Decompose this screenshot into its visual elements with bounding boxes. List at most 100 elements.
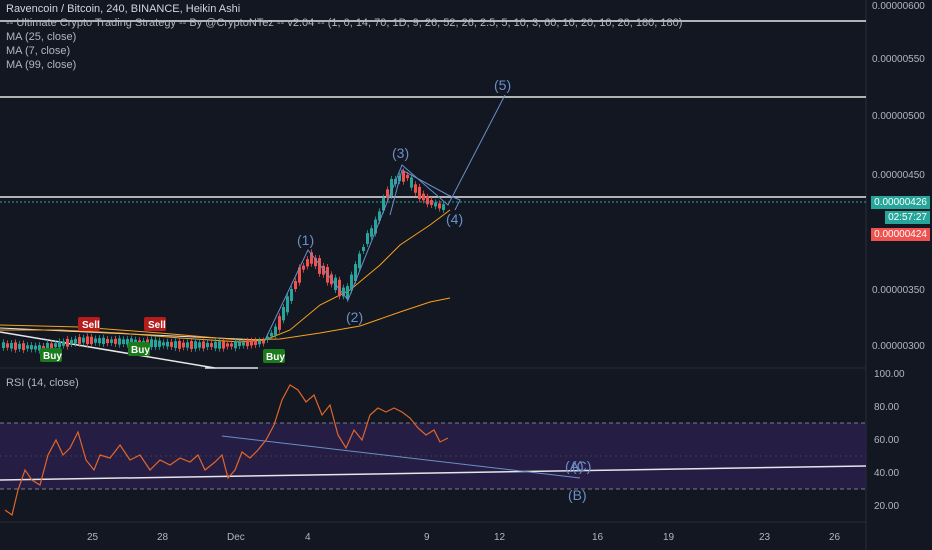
candle-body xyxy=(434,202,437,207)
candle-body xyxy=(202,341,205,349)
candlestick-series xyxy=(2,168,445,354)
ma-7-label[interactable]: MA (7, close) xyxy=(6,45,71,57)
candle-body xyxy=(270,332,273,337)
candle-body xyxy=(218,341,221,349)
candle-body xyxy=(74,338,77,344)
rsi-axis-label: 40.00 xyxy=(874,468,899,479)
candle-body xyxy=(66,338,69,347)
time-axis-label: 23 xyxy=(759,532,771,543)
rsi-label[interactable]: RSI (14, close) xyxy=(6,377,79,389)
candle-body xyxy=(178,340,181,349)
symbol-title[interactable]: Ravencoin / Bitcoin, 240, BINANCE, Heiki… xyxy=(6,3,241,15)
candle-body xyxy=(254,340,257,345)
current-price-tag: 0.00000426 xyxy=(871,196,930,209)
candle-body xyxy=(94,338,97,343)
candle-body xyxy=(114,338,117,344)
candle-body xyxy=(102,337,105,345)
candle-body xyxy=(150,339,153,348)
candle-body xyxy=(30,345,33,350)
rsi-axis-label: 60.00 xyxy=(874,435,899,446)
candle-body xyxy=(426,196,429,205)
time-axis-label: 19 xyxy=(663,532,675,543)
price-axis-label: 0.00000600 xyxy=(872,1,925,12)
candle-body xyxy=(234,341,237,349)
candle-body xyxy=(246,340,249,347)
candle-body xyxy=(98,338,101,344)
candle-body xyxy=(278,316,281,330)
svg-text:Buy: Buy xyxy=(43,351,62,362)
candle-body xyxy=(110,339,113,343)
elliott-wave-channel[interactable] xyxy=(389,169,461,216)
candle-body xyxy=(18,343,21,349)
candle-body xyxy=(274,326,277,336)
candle-body xyxy=(406,174,409,179)
ma-line-99 xyxy=(0,297,451,341)
sell-signal-2: Sell xyxy=(144,317,166,331)
candle-body xyxy=(250,340,253,346)
candle-body xyxy=(82,337,85,343)
elliott-wave-path[interactable] xyxy=(264,94,506,341)
strategy-indicator-label[interactable]: -- Ultimate Crypto Trading Strategy -- B… xyxy=(6,17,683,29)
price-axis-label: 0.00000500 xyxy=(872,111,925,122)
candle-body xyxy=(70,339,73,345)
ma-25-label[interactable]: MA (25, close) xyxy=(6,31,77,43)
time-axis-label: 9 xyxy=(424,532,430,543)
candle-body xyxy=(38,345,41,351)
candle-body xyxy=(78,336,81,344)
price-axis-label: 0.00000350 xyxy=(872,285,925,296)
candle-body xyxy=(214,341,217,349)
svg-text:Buy: Buy xyxy=(131,345,150,356)
candle-body xyxy=(298,267,301,283)
candle-body xyxy=(50,343,53,349)
rsi-axis-label: 20.00 xyxy=(874,501,899,512)
candle-body xyxy=(194,341,197,349)
candle-body xyxy=(290,289,293,301)
candle-body xyxy=(262,340,265,344)
candle-body xyxy=(206,342,209,348)
candle-body xyxy=(310,252,313,264)
time-axis-label: Dec xyxy=(227,532,245,543)
candle-body xyxy=(230,343,233,347)
chart-legend: Ravencoin / Bitcoin, 240, BINANCE, Heiki… xyxy=(6,2,682,72)
buy-signal-3: Buy xyxy=(263,349,285,363)
candle-body xyxy=(166,341,169,347)
ma-99-label[interactable]: MA (99, close) xyxy=(6,59,77,71)
candle-body xyxy=(10,342,13,349)
candle-body xyxy=(154,339,157,348)
trend-line-lower[interactable] xyxy=(0,331,216,369)
svg-text:Sell: Sell xyxy=(82,320,100,331)
candle-body xyxy=(22,343,25,351)
buy-signal-1: Buy xyxy=(40,348,62,362)
candle-body xyxy=(410,177,413,188)
rsi-wave-label-b: (B) xyxy=(568,487,587,503)
candle-body xyxy=(54,343,57,348)
candle-body xyxy=(402,171,405,182)
candle-body xyxy=(182,342,185,348)
candle-body xyxy=(186,342,189,348)
candle-body xyxy=(438,203,441,209)
buy-signal-2: Buy xyxy=(128,342,150,356)
candle-body xyxy=(386,189,389,198)
rsi-axis-label: 100.00 xyxy=(874,369,905,380)
rsi-legend: RSI (14, close) xyxy=(6,376,79,390)
candle-body xyxy=(358,253,361,269)
rsi-wave-line[interactable] xyxy=(221,435,581,479)
candle-body xyxy=(26,345,29,349)
candle-body xyxy=(6,343,9,348)
wave-label-3: (3) xyxy=(392,145,409,161)
candle-body xyxy=(162,342,165,346)
candle-body xyxy=(46,342,49,351)
candle-body xyxy=(362,246,365,252)
price-axis-label: 0.00000550 xyxy=(872,54,925,65)
time-axis-label: 26 xyxy=(829,532,841,543)
candle-body xyxy=(418,186,421,200)
rsi-axis-label: 80.00 xyxy=(874,402,899,413)
wave-label-2: (2) xyxy=(346,309,363,325)
candle-body xyxy=(198,342,201,348)
candle-body xyxy=(318,258,321,274)
candle-body xyxy=(226,343,229,347)
candle-body xyxy=(374,219,377,234)
candle-body xyxy=(286,296,289,313)
rsi-support-line[interactable] xyxy=(0,465,867,481)
